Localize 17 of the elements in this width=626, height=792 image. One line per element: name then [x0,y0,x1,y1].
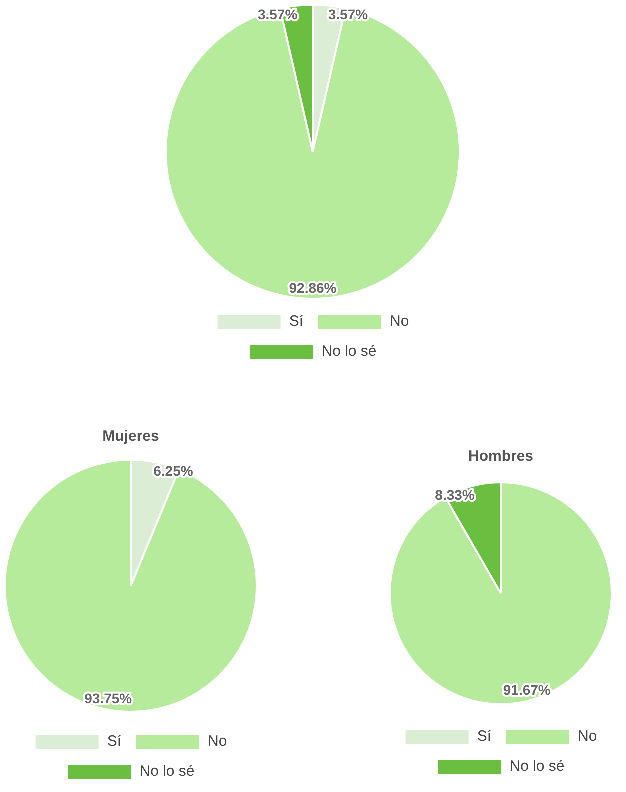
legend-label: No lo sé [140,763,195,780]
legend-label: Sí [107,733,122,750]
legend-label: No lo sé [510,758,565,776]
legend-label: Sí [289,313,304,330]
legend-label: No [208,733,228,750]
data-label: 92.86% [289,280,338,296]
data-label: 6.25% [154,463,194,480]
legend-label: No lo sé [322,343,377,360]
data-label: 93.75% [84,690,133,707]
data-label: 3.57% [258,6,298,23]
chart-title: Mujeres [102,428,160,446]
data-label: 3.57% [328,6,369,23]
legend-label: No [578,728,598,746]
legend-label: Sí [477,728,492,746]
data-label: 91.67% [503,682,552,698]
chart-title: Hombres [468,448,534,466]
legend-label: No [390,313,410,330]
